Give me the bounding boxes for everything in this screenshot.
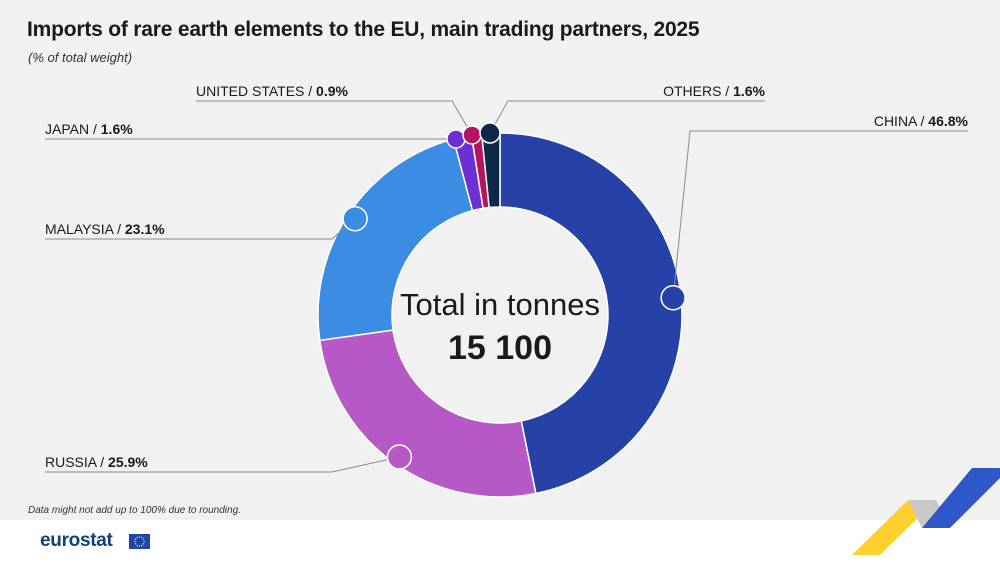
marker-malaysia (342, 205, 368, 232)
label-value-japan: 1.6% (101, 121, 133, 137)
eu-star-icon (136, 544, 138, 547)
marker-others (479, 122, 501, 144)
eu-star-icon (138, 545, 141, 547)
eu-star-icon (141, 536, 143, 539)
label-value-others: 1.6% (733, 83, 765, 99)
leader-line-united-states (196, 100, 473, 136)
center-label: Total in tonnes (400, 287, 600, 322)
leader-line-russia (45, 456, 400, 473)
eu-star-icon (134, 543, 137, 545)
label-name-united-states: UNITED STATES / (196, 83, 316, 99)
marker-russia (386, 444, 413, 470)
label-japan: JAPAN / 1.6% (45, 121, 133, 137)
slice-russia (318, 329, 537, 498)
leader-line-china (672, 130, 968, 298)
eu-star-icon (142, 543, 145, 545)
eu-flag-icon (129, 534, 150, 549)
eurostat-logo: eurostat (40, 530, 113, 551)
chart-subtitle: (% of total weight) (28, 50, 133, 65)
label-name-others: OTHERS / (663, 83, 733, 99)
label-russia: RUSSIA / 25.9% (45, 454, 148, 470)
marker-china (660, 285, 686, 311)
label-name-russia: RUSSIA / (45, 454, 108, 470)
footnote: Data might not add up to 100% due to rou… (28, 505, 241, 516)
label-value-russia: 25.9% (108, 454, 148, 470)
label-china: CHINA / 46.8% (874, 113, 969, 129)
label-others: OTHERS / 1.6% (663, 83, 765, 99)
eu-star-icon (134, 538, 137, 540)
label-united-states: UNITED STATES / 0.9% (196, 83, 349, 99)
label-name-malaysia: MALAYSIA / (45, 221, 125, 237)
label-value-united-states: 0.9% (316, 83, 348, 99)
slice-labels: CHINA / 46.8% RUSSIA / 25.9% MALAYSIA / 23… (45, 83, 969, 470)
label-name-china: CHINA / (874, 113, 928, 129)
eu-star-icon (136, 536, 138, 539)
slice-china (499, 132, 683, 495)
label-value-malaysia: 23.1% (125, 221, 165, 237)
eu-star-icon (138, 536, 141, 538)
leader-line-others (489, 100, 765, 134)
eu-star-icon (143, 540, 145, 543)
label-name-japan: JAPAN / (45, 121, 101, 137)
label-value-china: 46.8% (928, 113, 968, 129)
donut-chart: CHINA / 46.8% RUSSIA / 25.9% MALAYSIA / 23… (45, 83, 969, 498)
center-value: 15 100 (448, 329, 552, 367)
slice-markers (342, 122, 686, 470)
chart-title: Imports of rare earth elements to the EU… (27, 18, 700, 41)
label-malaysia: MALAYSIA / 23.1% (45, 221, 165, 237)
eu-star-icon (142, 538, 145, 540)
eu-star-icon (141, 544, 143, 547)
donut-slices (317, 132, 683, 498)
eu-star-icon (134, 540, 136, 543)
